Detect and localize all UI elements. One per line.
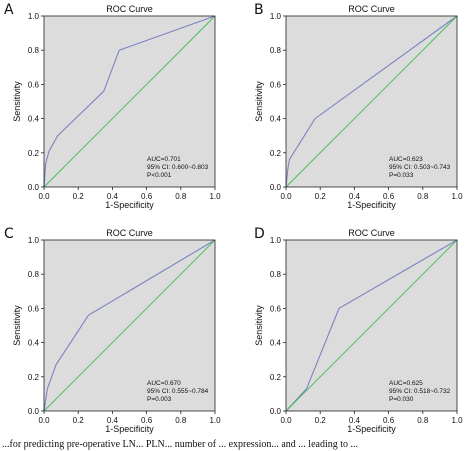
reference-diagonal-line bbox=[285, 15, 458, 188]
y-tick-label: 1.0 bbox=[28, 236, 40, 245]
roc-panel-a: A ROC Curve 0.0 0.2 0.4 0.6 0.8 1.0 0.0 0.2 0.4 0.6… bbox=[4, 2, 221, 210]
x-tick-label: 0.4 bbox=[349, 416, 361, 425]
roc-panel-c: C ROC Curve 0.0 0.2 0.4 0.6 0.8 1.0 0.0 0.2 0.4 0.6… bbox=[4, 226, 221, 434]
y-tick-label: 0.8 bbox=[270, 46, 282, 55]
x-tick-label: 0.2 bbox=[73, 192, 85, 201]
x-axis-label: 1-Specificity bbox=[347, 424, 396, 434]
auc-annotation-line: P=0.003 bbox=[147, 396, 172, 403]
auc-annotation-line: 95% CI: 0.503~0.743 bbox=[389, 164, 451, 171]
x-axis-label: 1-Specificity bbox=[105, 424, 154, 434]
x-tick-label: 0.6 bbox=[383, 192, 395, 201]
reference-diagonal-line bbox=[43, 239, 216, 412]
y-tick-label: 0.4 bbox=[270, 115, 282, 124]
y-axis-label: Sensitivity bbox=[254, 305, 264, 346]
x-tick-label: 0.8 bbox=[175, 416, 187, 425]
reference-diagonal-line bbox=[43, 15, 216, 188]
x-tick-label: 0.0 bbox=[280, 416, 292, 425]
chart-title: ROC Curve bbox=[348, 228, 395, 238]
x-tick-label: 0.4 bbox=[107, 192, 119, 201]
axes-frame bbox=[285, 15, 458, 188]
y-tick-label: 0.2 bbox=[28, 149, 40, 158]
y-tick-label: 1.0 bbox=[270, 236, 282, 245]
panel-letter: D bbox=[254, 226, 265, 242]
y-tick-label: 0.0 bbox=[270, 407, 282, 416]
roc-panel-d: D ROC Curve 0.0 0.2 0.4 0.6 0.8 1.0 0.0 0.2 0.4 0.6… bbox=[254, 226, 463, 434]
x-tick-label: 1.0 bbox=[209, 416, 221, 425]
y-axis-label: Sensitivity bbox=[12, 305, 22, 346]
x-tick-label: 0.4 bbox=[349, 192, 361, 201]
auc-annotation-line: 95% CI: 0.518~0.732 bbox=[389, 388, 451, 395]
y-tick-label: 0.8 bbox=[270, 270, 282, 279]
auc-annotation-line: 95% CI: 0.555~0.784 bbox=[147, 388, 209, 395]
auc-annotation-line: AUC=0.623 bbox=[389, 156, 423, 163]
x-tick-label: 0.2 bbox=[315, 416, 327, 425]
x-tick-label: 0.6 bbox=[141, 416, 153, 425]
x-tick-label: 0.6 bbox=[383, 416, 395, 425]
x-tick-label: 0.8 bbox=[417, 192, 429, 201]
roc-curve-line bbox=[285, 15, 458, 188]
y-tick-label: 0.8 bbox=[28, 270, 40, 279]
chart-title: ROC Curve bbox=[106, 4, 153, 14]
x-tick-label: 1.0 bbox=[209, 192, 221, 201]
x-tick-label: 0.2 bbox=[73, 416, 85, 425]
y-tick-label: 0.2 bbox=[28, 373, 40, 382]
y-tick-label: 0.6 bbox=[270, 304, 282, 313]
y-axis-label: Sensitivity bbox=[254, 81, 264, 122]
x-tick-label: 0.0 bbox=[38, 192, 50, 201]
y-tick-label: 0.6 bbox=[28, 80, 40, 89]
x-tick-label: 1.0 bbox=[451, 192, 463, 201]
y-tick-label: 0.2 bbox=[270, 149, 282, 158]
y-axis-label: Sensitivity bbox=[12, 81, 22, 122]
x-axis-label: 1-Specificity bbox=[105, 200, 154, 210]
y-tick-label: 0.0 bbox=[270, 183, 282, 192]
y-tick-label: 0.6 bbox=[28, 304, 40, 313]
axes-frame bbox=[43, 239, 216, 412]
x-tick-label: 0.4 bbox=[107, 416, 119, 425]
y-tick-label: 1.0 bbox=[28, 12, 40, 21]
auc-annotation-line: AUC=0.701 bbox=[147, 156, 181, 163]
y-tick-label: 0.2 bbox=[270, 373, 282, 382]
x-axis-label: 1-Specificity bbox=[347, 200, 396, 210]
chart-title: ROC Curve bbox=[348, 4, 395, 14]
y-tick-label: 0.0 bbox=[28, 407, 40, 416]
y-tick-label: 1.0 bbox=[270, 12, 282, 21]
auc-annotation-line: P<0.001 bbox=[147, 172, 172, 179]
reference-diagonal-line bbox=[285, 239, 458, 412]
roc-panel-b: B ROC Curve 0.0 0.2 0.4 0.6 0.8 1.0 0.0 0.2 0.4 0.6… bbox=[254, 2, 463, 210]
figure-caption: ...for predicting pre-operative LN... PL… bbox=[2, 439, 358, 450]
panel-letter: A bbox=[4, 2, 14, 18]
x-tick-label: 0.2 bbox=[315, 192, 327, 201]
axes-frame bbox=[43, 15, 216, 188]
auc-annotation-line: 95% CI: 0.600~0.803 bbox=[147, 164, 209, 171]
roc-curve-line bbox=[285, 239, 458, 412]
chart-title: ROC Curve bbox=[106, 228, 153, 238]
auc-annotation-line: P=0.033 bbox=[389, 172, 414, 179]
axes-frame bbox=[285, 239, 458, 412]
x-tick-label: 0.8 bbox=[175, 192, 187, 201]
x-tick-label: 1.0 bbox=[451, 416, 463, 425]
roc-curve-line bbox=[43, 239, 216, 412]
panel-letter: B bbox=[254, 2, 264, 18]
x-tick-label: 0.6 bbox=[141, 192, 153, 201]
x-tick-label: 0.8 bbox=[417, 416, 429, 425]
auc-annotation-line: P=0.030 bbox=[389, 396, 414, 403]
auc-annotation-line: AUC=0.670 bbox=[147, 380, 181, 387]
x-tick-label: 0.0 bbox=[38, 416, 50, 425]
y-tick-label: 0.4 bbox=[28, 115, 40, 124]
y-tick-label: 0.6 bbox=[270, 80, 282, 89]
x-tick-label: 0.0 bbox=[280, 192, 292, 201]
y-tick-label: 0.8 bbox=[28, 46, 40, 55]
y-tick-label: 0.4 bbox=[28, 339, 40, 348]
auc-annotation-line: AUC=0.625 bbox=[389, 380, 423, 387]
y-tick-label: 0.0 bbox=[28, 183, 40, 192]
roc-curve-line bbox=[43, 15, 216, 188]
y-tick-label: 0.4 bbox=[270, 339, 282, 348]
panel-letter: C bbox=[4, 226, 14, 242]
